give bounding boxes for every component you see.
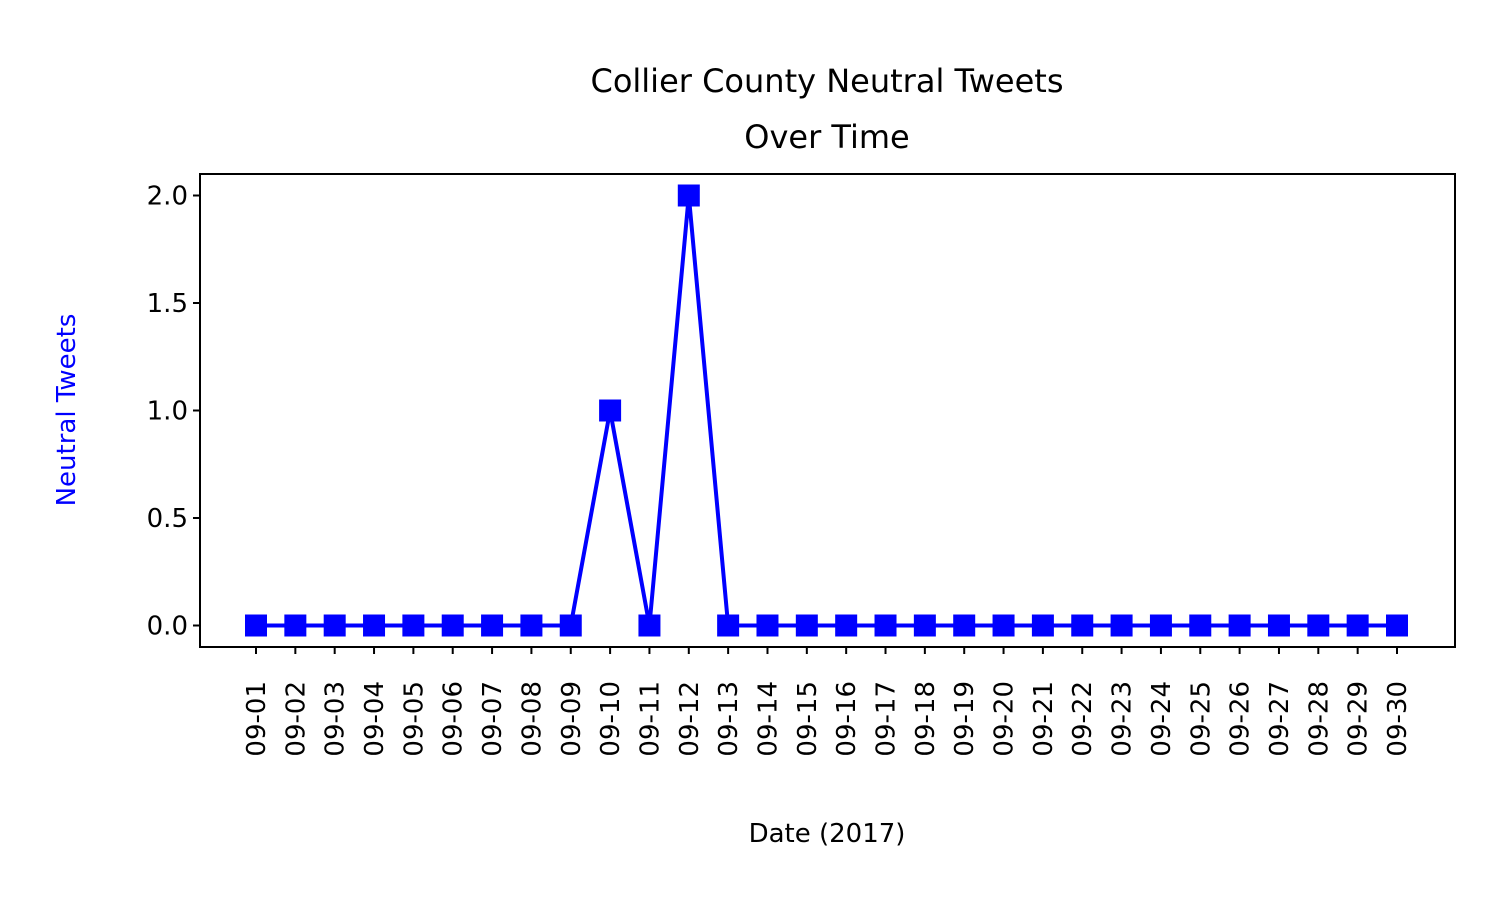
data-point-marker	[402, 614, 425, 637]
data-point-marker	[677, 184, 700, 207]
x-tick-label: 09-22	[1068, 681, 1098, 757]
data-point-marker	[1307, 614, 1330, 637]
x-tick-label: 09-14	[753, 681, 783, 757]
y-tick-label: 2.0	[147, 182, 188, 212]
x-tick-label: 09-24	[1147, 681, 1177, 757]
series-layer	[245, 184, 1408, 637]
x-tick-label: 09-11	[635, 681, 665, 757]
x-tick-label: 09-20	[990, 681, 1020, 757]
x-tick-label: 09-13	[714, 681, 744, 757]
data-point-marker	[835, 614, 858, 637]
x-tick-label: 09-07	[478, 681, 508, 757]
y-tick-label: 0.0	[147, 612, 188, 642]
x-tick-label: 09-05	[399, 681, 429, 757]
data-point-marker	[441, 614, 464, 637]
data-point-marker	[1149, 614, 1172, 637]
data-point-marker	[1031, 614, 1054, 637]
data-point-marker	[245, 614, 267, 637]
data-point-marker	[1267, 614, 1290, 637]
data-point-marker	[559, 614, 582, 637]
data-point-marker	[481, 614, 504, 637]
data-point-marker	[638, 614, 661, 637]
data-point-marker	[323, 614, 346, 637]
x-tick-label: 09-30	[1383, 681, 1413, 757]
y-tick-label: 0.5	[147, 504, 188, 534]
data-point-marker	[1228, 614, 1251, 637]
data-point-marker	[520, 614, 543, 637]
x-tick-label: 09-18	[911, 681, 941, 757]
x-tick-label: 09-02	[281, 681, 311, 757]
data-point-marker	[913, 614, 936, 637]
x-tick-label: 09-17	[872, 681, 902, 757]
y-tick-label: 1.5	[147, 289, 188, 319]
x-tick-label: 09-10	[596, 681, 626, 757]
x-tick-label: 09-26	[1226, 681, 1256, 757]
y-axis-label: Neutral Tweets	[52, 314, 82, 507]
data-point-marker	[992, 614, 1015, 637]
x-tick-label: 09-19	[950, 681, 980, 757]
x-tick-label: 09-23	[1108, 681, 1138, 757]
data-point-marker	[1386, 614, 1408, 637]
x-tick-label: 09-06	[439, 681, 469, 757]
x-tick-label: 09-29	[1344, 681, 1374, 757]
data-point-marker	[1189, 614, 1212, 637]
x-tick-label: 09-01	[242, 681, 272, 757]
data-point-marker	[717, 614, 740, 637]
chart-title-line-2: Over Time	[744, 118, 909, 156]
x-tick-label: 09-21	[1029, 681, 1059, 757]
data-point-marker	[363, 614, 386, 637]
data-point-marker	[756, 614, 779, 637]
data-point-marker	[874, 614, 897, 637]
data-point-marker	[1346, 614, 1369, 637]
x-axis: 09-01 09-02 09-03 09-04 09-05 09-06 09-07 09-08…	[242, 647, 1413, 757]
x-tick-label: 09-25	[1186, 681, 1216, 757]
x-tick-label: 09-16	[832, 681, 862, 757]
x-axis-label: Date (2017)	[749, 819, 906, 849]
x-tick-label: 09-12	[675, 681, 705, 757]
data-point-marker	[795, 614, 818, 637]
y-tick-label: 1.0	[147, 397, 188, 427]
data-point-marker	[284, 614, 307, 637]
data-point-marker	[599, 399, 622, 422]
x-tick-label: 09-09	[557, 681, 587, 757]
x-tick-label: 09-03	[321, 681, 351, 757]
x-tick-label: 09-27	[1265, 681, 1295, 757]
x-tick-label: 09-04	[360, 681, 390, 757]
x-tick-label: 09-08	[517, 681, 547, 757]
data-point-marker	[953, 614, 976, 637]
x-tick-label: 09-15	[793, 681, 823, 757]
data-point-marker	[1071, 614, 1094, 637]
y-axis: 0.0 0.5 1.0 1.5 2.0	[147, 182, 200, 642]
plot-area-frame	[199, 173, 1456, 648]
chart-title-line-1: Collier County Neutral Tweets	[590, 62, 1063, 100]
data-point-marker	[1110, 614, 1133, 637]
x-tick-label: 09-28	[1304, 681, 1334, 757]
